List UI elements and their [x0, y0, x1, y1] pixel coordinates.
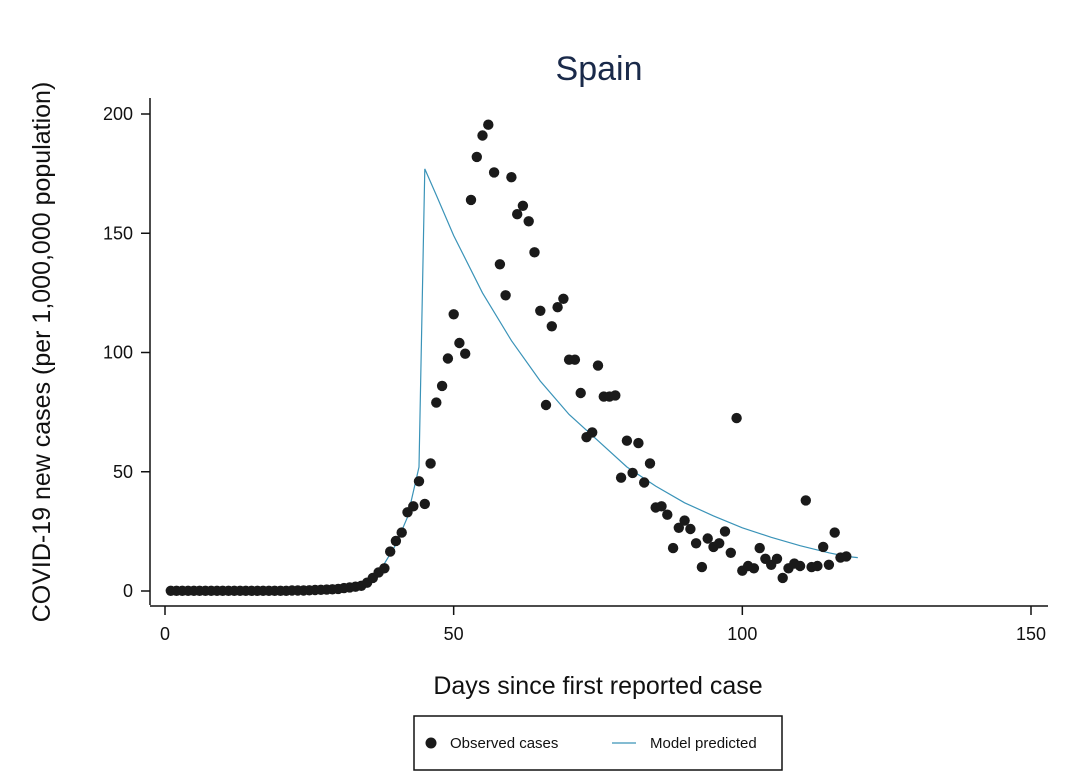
observed-point-95: [714, 538, 725, 549]
observed-point-52: [465, 194, 477, 206]
observed-point-114: [823, 559, 835, 570]
x-tick-label-150: 150: [1016, 624, 1046, 644]
observed-point-37: [379, 563, 390, 574]
legend-observed-marker: [425, 737, 437, 749]
observed-point-63: [529, 247, 540, 258]
observed-point-60: [512, 209, 523, 220]
observed-point-61: [517, 200, 529, 211]
observed-point-57: [494, 259, 506, 270]
observed-point-91: [690, 538, 702, 549]
y-tick-label-100: 100: [103, 343, 133, 363]
plot-area: [165, 119, 858, 596]
observed-point-50: [454, 337, 465, 349]
observed-point-58: [500, 290, 511, 301]
observed-point-96: [719, 526, 731, 537]
observed-point-53: [471, 151, 482, 163]
observed-cases-series: [165, 119, 852, 596]
observed-point-51: [460, 348, 471, 359]
observed-point-48: [442, 353, 454, 364]
observed-point-49: [448, 309, 459, 320]
observed-point-83: [644, 458, 656, 469]
legend: Observed cases Model predicted: [413, 715, 783, 771]
model-predicted-line: [170, 168, 858, 592]
observed-point-54: [477, 130, 488, 141]
observed-point-62: [523, 216, 534, 227]
observed-point-67: [552, 302, 563, 313]
observed-point-117: [841, 551, 852, 562]
x-axis-label: Days since first reported case: [433, 672, 762, 700]
observed-point-113: [818, 541, 829, 553]
observed-point-55: [483, 119, 494, 130]
observed-point-106: [777, 572, 788, 584]
observed-point-82: [639, 477, 650, 488]
observed-point-109: [794, 560, 806, 572]
observed-point-105: [771, 553, 783, 564]
y-tick-label-50: 50: [113, 462, 133, 482]
observed-point-70: [569, 354, 581, 365]
legend-box: [413, 715, 783, 771]
observed-point-65: [540, 399, 552, 411]
y-tick-label-0: 0: [123, 581, 133, 601]
observed-point-85: [656, 501, 667, 512]
observed-point-42: [408, 501, 419, 512]
y-tick-label-200: 200: [103, 104, 133, 124]
observed-point-59: [506, 172, 517, 183]
observed-point-86: [662, 509, 673, 520]
observed-point-101: [748, 563, 760, 574]
observed-point-92: [696, 561, 708, 573]
legend-observed-label: Observed cases: [450, 735, 558, 752]
observed-point-45: [425, 458, 436, 469]
observed-point-97: [725, 547, 736, 558]
observed-point-88: [673, 522, 684, 533]
observed-point-46: [431, 397, 442, 408]
y-axis-label: COVID-19 new cases (per 1,000,000 popula…: [28, 82, 56, 623]
observed-point-79: [621, 435, 633, 446]
model-predicted-series: [170, 168, 858, 592]
observed-point-87: [667, 542, 679, 554]
observed-point-110: [800, 495, 811, 506]
x-tick-label-100: 100: [727, 624, 757, 644]
x-tick-label-50: 50: [444, 624, 464, 644]
y-axis: 0 50 100 150 200: [103, 98, 151, 605]
observed-point-98: [731, 412, 742, 424]
x-axis: 0 50 100 150: [150, 605, 1048, 644]
observed-point-78: [615, 472, 627, 483]
observed-point-71: [575, 387, 586, 399]
chart-title: Spain: [556, 50, 643, 88]
observed-point-74: [592, 360, 604, 371]
observed-point-77: [610, 390, 621, 401]
observed-point-39: [390, 535, 402, 547]
observed-point-64: [535, 305, 546, 316]
observed-point-47: [436, 380, 448, 392]
y-tick-label-150: 150: [103, 223, 133, 243]
observed-point-90: [685, 523, 696, 535]
observed-point-93: [702, 533, 713, 544]
legend-model-label: Model predicted: [650, 735, 757, 752]
observed-point-68: [558, 293, 569, 304]
observed-point-56: [488, 167, 500, 178]
observed-point-81: [633, 437, 644, 449]
observed-point-112: [812, 560, 823, 572]
observed-point-73: [587, 427, 598, 438]
x-tick-label-0: 0: [160, 624, 170, 644]
observed-point-66: [546, 321, 557, 332]
observed-point-38: [385, 546, 396, 557]
observed-point-115: [829, 527, 840, 538]
observed-point-43: [413, 476, 425, 487]
observed-point-89: [679, 515, 690, 526]
observed-point-80: [627, 467, 638, 479]
observed-point-44: [419, 498, 430, 510]
observed-point-40: [396, 527, 407, 538]
observed-point-102: [754, 542, 765, 554]
